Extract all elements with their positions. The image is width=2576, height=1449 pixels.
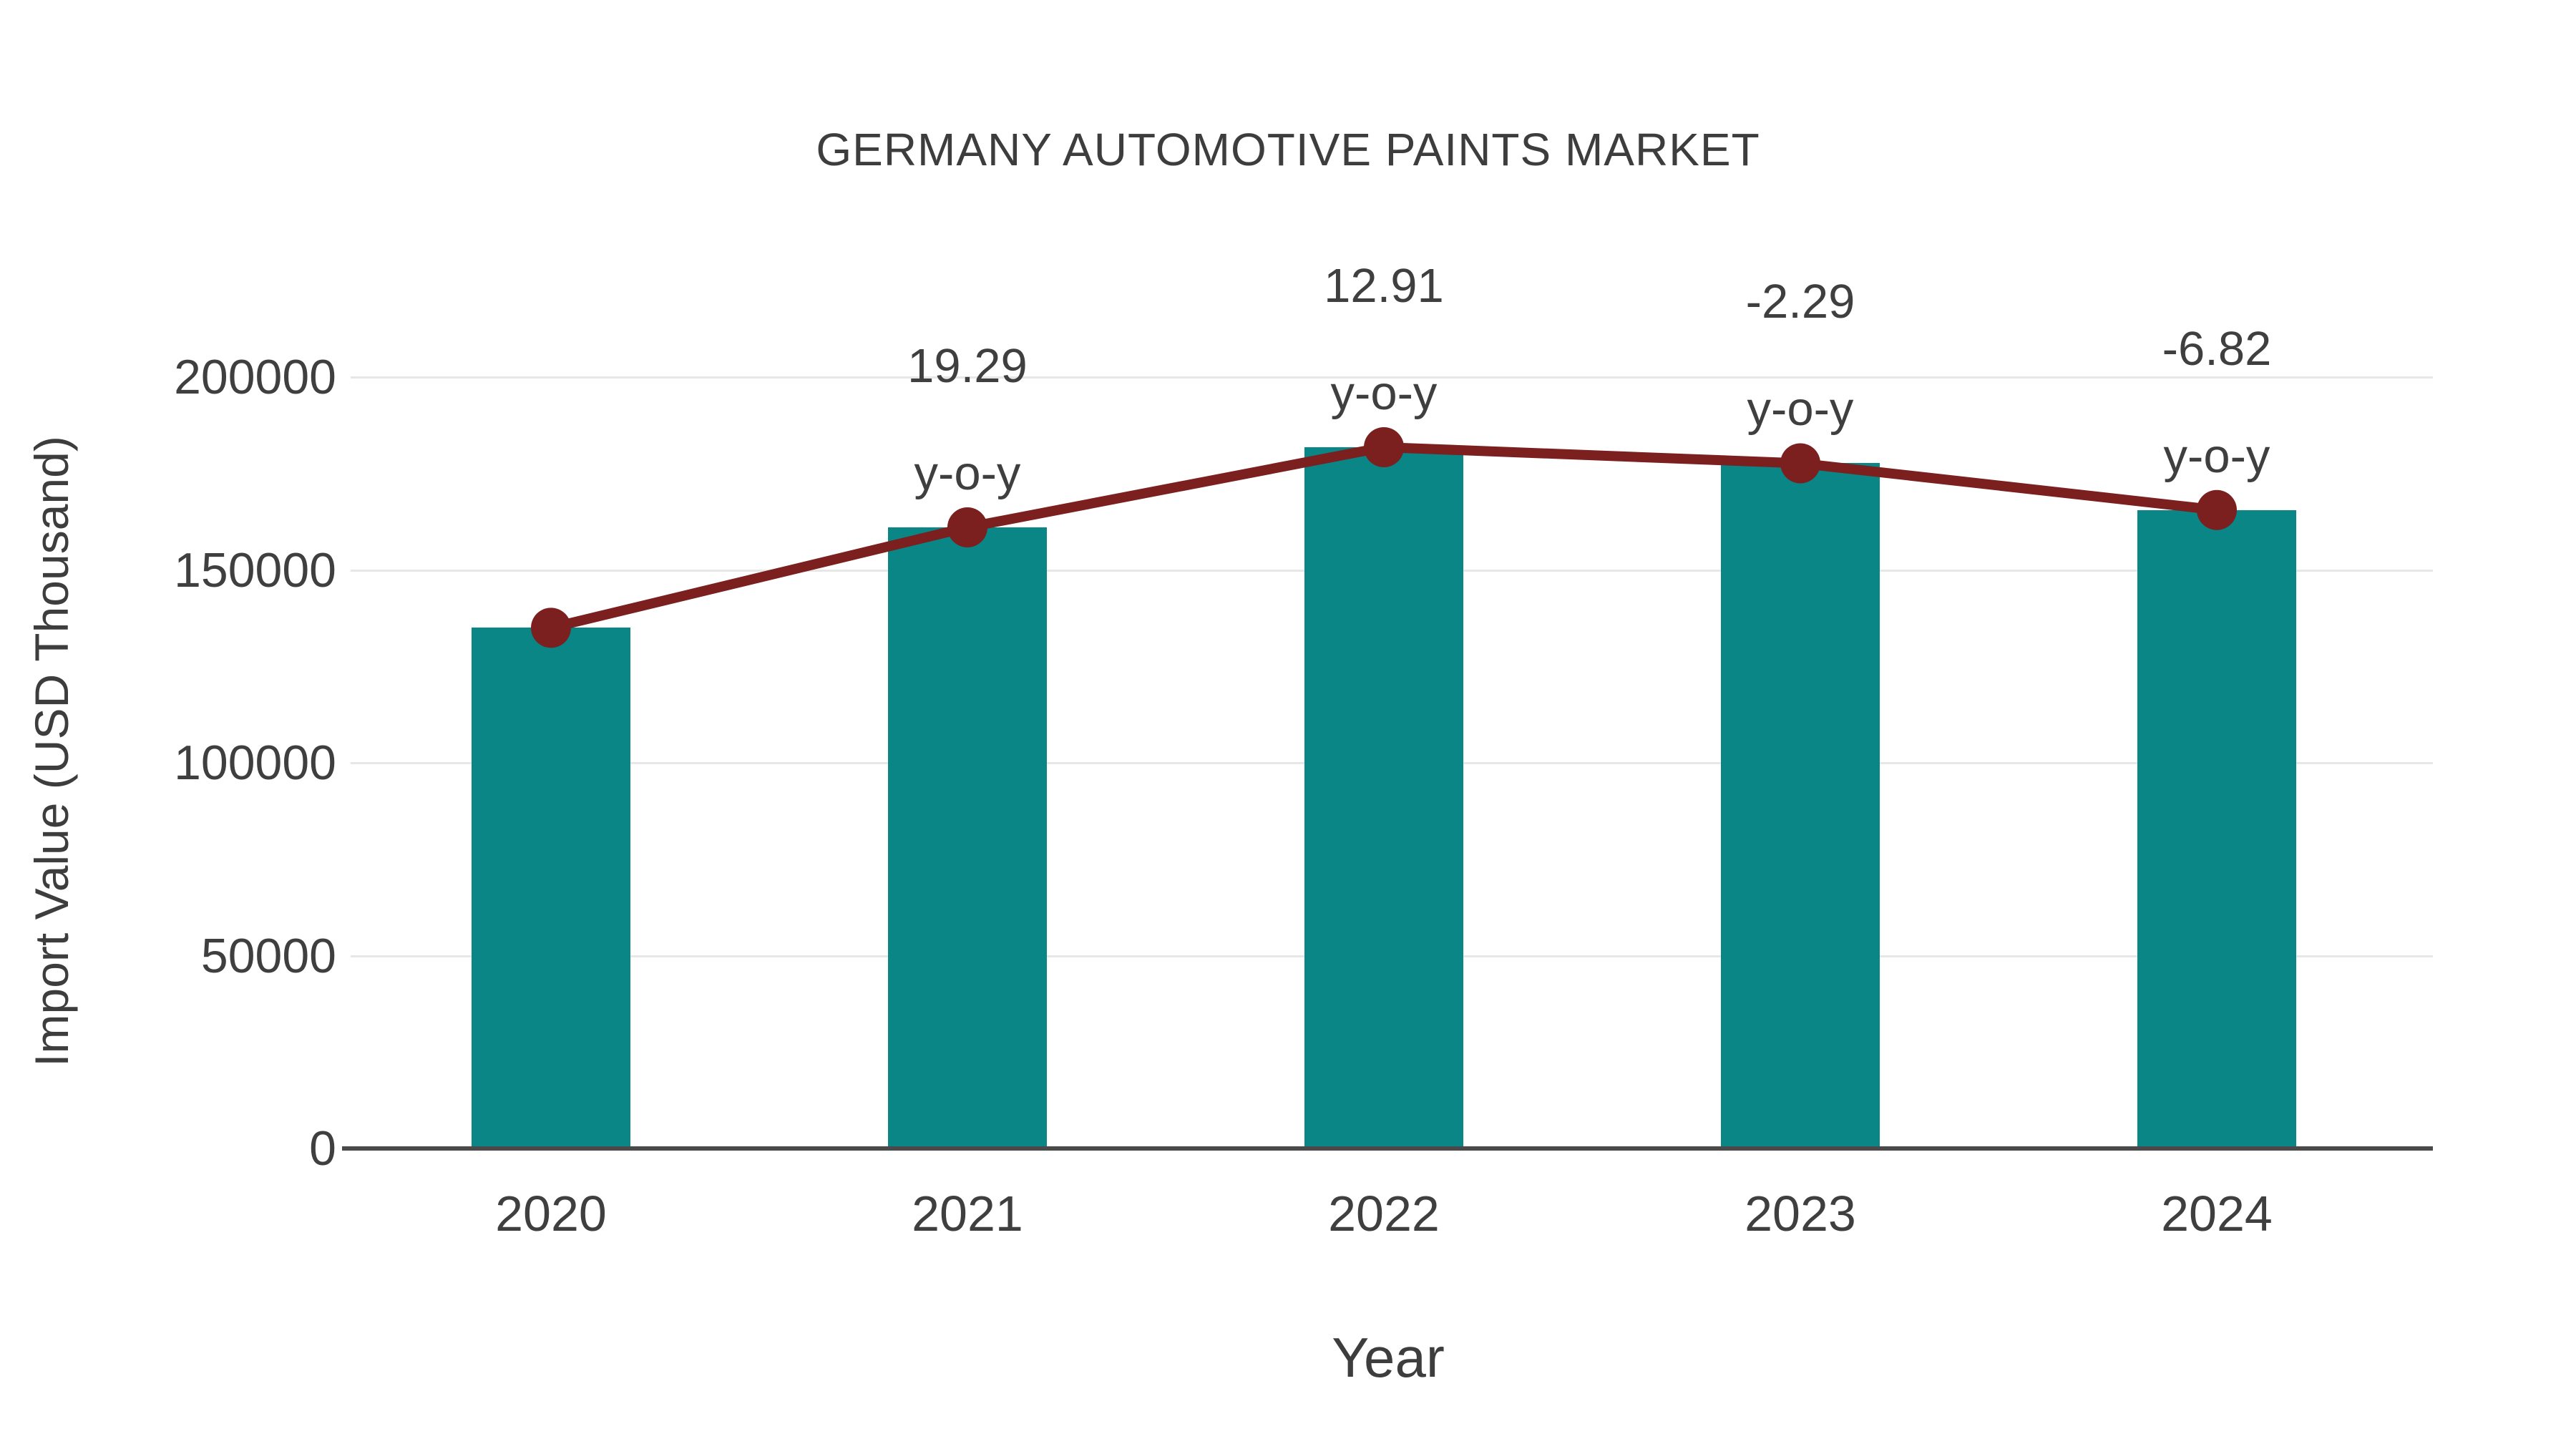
y-tick-label-200000: 200000 — [174, 350, 336, 404]
line-marker-2022 — [1364, 426, 1404, 467]
y-tick-label-0: 0 — [309, 1121, 336, 1176]
x-tick-label-2024: 2024 — [2161, 1186, 2273, 1241]
x-tick-label-2021: 2021 — [912, 1186, 1023, 1241]
line-marker-2020 — [531, 608, 571, 648]
y-tick-label-100000: 100000 — [174, 736, 336, 790]
y-tick-label-50000: 50000 — [200, 929, 336, 983]
yoy-annotation-2024: -6.82 y-o-y — [2162, 322, 2272, 483]
yoy-annotation-2023: -2.29 y-o-y — [1745, 275, 1855, 436]
x-axis-title: Year — [1332, 1326, 1445, 1389]
bar-2020 — [472, 628, 630, 1148]
x-axis-line — [342, 1146, 2433, 1151]
yoy-annotation-2022: 12.91 y-o-y — [1324, 259, 1444, 420]
bar-2022 — [1304, 447, 1463, 1148]
line-marker-2023 — [1780, 443, 1820, 484]
yoy-annotation-2021: 19.29 y-o-y — [907, 339, 1028, 500]
chart-title: GERMANY AUTOMOTIVE PAINTS MARKET — [816, 124, 1760, 175]
gridline-200000 — [351, 376, 2433, 379]
bar-2024 — [2137, 510, 2296, 1148]
bar-2023 — [1721, 463, 1880, 1148]
x-tick-label-2022: 2022 — [1328, 1186, 1440, 1241]
bar-2021 — [888, 527, 1047, 1148]
y-tick-label-150000: 150000 — [174, 543, 336, 597]
line-marker-2024 — [2197, 489, 2237, 530]
x-tick-label-2020: 2020 — [495, 1186, 607, 1241]
line-marker-2021 — [947, 507, 987, 547]
x-tick-label-2023: 2023 — [1745, 1186, 1856, 1241]
